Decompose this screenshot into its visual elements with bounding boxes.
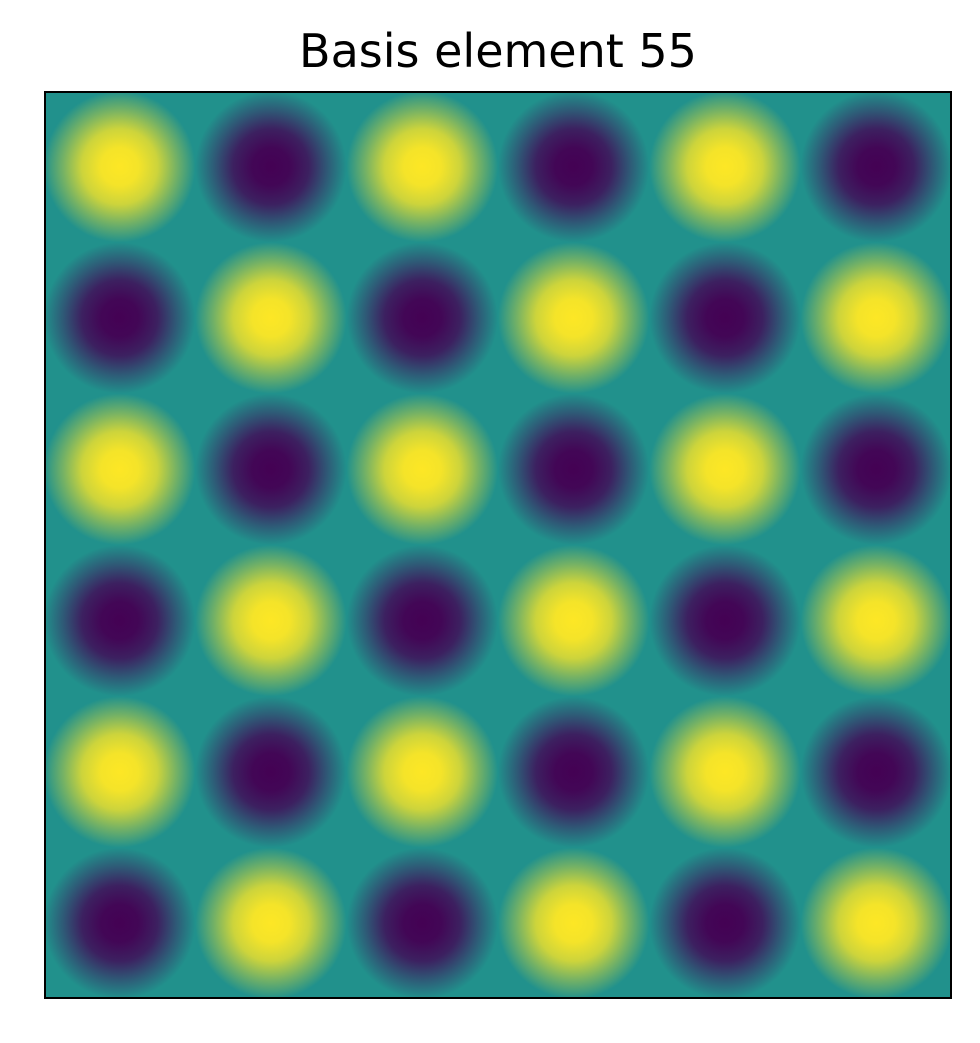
heatmap-peak-cell [44, 696, 196, 848]
heatmap-trough-cell [44, 847, 196, 999]
heatmap-peak-cell [195, 847, 347, 999]
heatmap-peak-cell [346, 91, 498, 243]
heatmap-trough-cell [649, 847, 801, 999]
heatmap-peak-cell [649, 696, 801, 848]
heatmap-trough-cell [346, 847, 498, 999]
heatmap-trough-cell [800, 393, 952, 545]
heatmap-peak-cell [649, 393, 801, 545]
heatmap-peak-cell [498, 847, 650, 999]
heatmap-trough-cell [498, 696, 650, 848]
heatmap-trough-cell [498, 393, 650, 545]
heatmap-peak-cell [195, 242, 347, 394]
heatmap-peak-cell [195, 545, 347, 697]
heatmap-trough-cell [195, 696, 347, 848]
heatmap-peak-cell [498, 545, 650, 697]
heatmap-trough-cell [800, 91, 952, 243]
heatmap-trough-cell [800, 696, 952, 848]
heatmap-trough-cell [195, 393, 347, 545]
heatmap-trough-cell [649, 242, 801, 394]
heatmap-cells [44, 91, 952, 999]
heatmap-trough-cell [346, 545, 498, 697]
chart-title: Basis element 55 [299, 24, 697, 78]
heatmap-peak-cell [800, 242, 952, 394]
heatmap-peak-cell [800, 847, 952, 999]
heatmap-trough-cell [44, 545, 196, 697]
heatmap-peak-cell [346, 393, 498, 545]
heatmap-trough-cell [346, 242, 498, 394]
heatmap-plot [44, 91, 952, 999]
heatmap-trough-cell [44, 242, 196, 394]
heatmap-peak-cell [800, 545, 952, 697]
heatmap-peak-cell [649, 91, 801, 243]
heatmap-peak-cell [498, 242, 650, 394]
heatmap-trough-cell [195, 91, 347, 243]
heatmap-trough-cell [649, 545, 801, 697]
heatmap-peak-cell [346, 696, 498, 848]
heatmap-peak-cell [44, 393, 196, 545]
plot-frame [44, 91, 952, 999]
heatmap-trough-cell [498, 91, 650, 243]
heatmap-peak-cell [44, 91, 196, 243]
plot-area [44, 91, 952, 999]
